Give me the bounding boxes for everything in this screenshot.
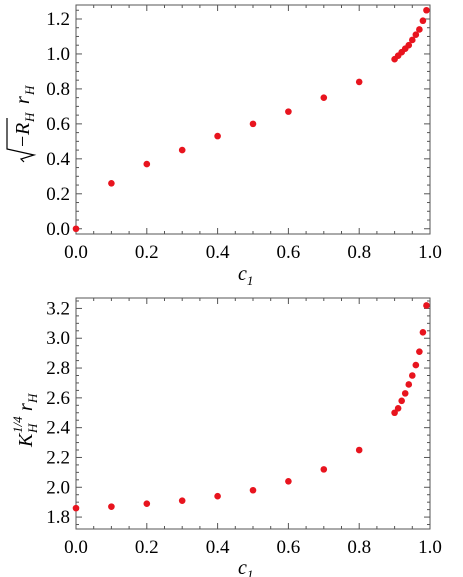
ticks-top: 0.0 0.2 0.4 0.6 0.8 1.0 0.0 0.2 0.4 0.6 0.8 1.0 1.2 bbox=[46, 5, 442, 263]
data-point bbox=[423, 302, 430, 309]
y-tick-label-bottom: 2.2 bbox=[46, 447, 70, 468]
data-point bbox=[398, 397, 405, 405]
x-tick-label-bottom: 0.8 bbox=[347, 537, 371, 558]
x-tick-label-top: 0.8 bbox=[347, 242, 371, 263]
x-axis-label-top: c1 bbox=[238, 263, 253, 288]
data-point bbox=[355, 446, 363, 454]
x-tick-label-bottom: 0.4 bbox=[206, 537, 230, 558]
data-point bbox=[285, 108, 292, 115]
data-point bbox=[320, 466, 328, 473]
data-point bbox=[108, 180, 115, 187]
ticks-bottom: 0.0 0.2 0.4 0.6 0.8 1.0 1.8 2.0 2.2 2.4 2.6 2.8 3.0 3… bbox=[46, 298, 442, 558]
data-point bbox=[143, 500, 151, 507]
data-point bbox=[419, 328, 427, 336]
y-tick-label-top: 1.2 bbox=[46, 9, 70, 30]
x-tick-label-bottom: 0.6 bbox=[277, 537, 301, 558]
svg-text:H: H bbox=[25, 423, 40, 434]
data-point bbox=[178, 146, 186, 154]
data-point bbox=[285, 478, 292, 485]
y-tick-label-top: 0.4 bbox=[46, 149, 70, 170]
y-tick-label-bottom: 1.8 bbox=[46, 507, 70, 528]
plot-frame-top bbox=[75, 4, 431, 235]
chart-panel-top: 0.0 0.2 0.4 0.6 0.8 1.00.00.20.40.60.81.01.2 … bbox=[6, 4, 442, 288]
svg-text:1/4: 1/4 bbox=[10, 416, 25, 433]
points-bottom bbox=[72, 302, 430, 512]
x-tick-label-top: 1.0 bbox=[418, 242, 442, 263]
chart-panel-bottom: 0.0 0.2 0.4 0.6 0.8 1.0 1.8 2.0 2.2 2.4 2.6 2.8 3.0 3… bbox=[10, 297, 442, 577]
y-tick-label-bottom: 3.0 bbox=[46, 328, 70, 349]
data-point bbox=[108, 503, 115, 510]
data-point bbox=[320, 94, 328, 101]
y-axis-label-top: − R H r H bbox=[6, 85, 37, 163]
y-tick-label-top: 1.0 bbox=[46, 44, 70, 65]
x-tick-label-top: 0.2 bbox=[135, 242, 159, 263]
data-point bbox=[391, 409, 398, 417]
data-point bbox=[214, 492, 221, 500]
svg-text:r: r bbox=[15, 403, 37, 411]
y-tick-label-top: 0.8 bbox=[46, 79, 70, 100]
y-tick-label-bottom: 2.8 bbox=[46, 358, 70, 379]
data-point bbox=[394, 404, 402, 412]
data-point bbox=[143, 160, 151, 168]
svg-text:H: H bbox=[25, 393, 40, 404]
x-tick-label-bottom: 1.0 bbox=[418, 537, 442, 558]
x-tick-label-top: 0.0 bbox=[64, 242, 88, 263]
x-tick-label-bottom: 0.2 bbox=[135, 537, 159, 558]
data-point bbox=[401, 390, 409, 397]
data-point bbox=[409, 372, 416, 379]
svg-text:−: − bbox=[12, 136, 34, 147]
svg-text:r: r bbox=[12, 96, 34, 104]
data-point bbox=[405, 41, 413, 49]
data-point bbox=[178, 497, 186, 504]
svg-text:K: K bbox=[15, 432, 37, 448]
data-point bbox=[214, 132, 221, 140]
x-tick-label-top: 0.4 bbox=[206, 242, 230, 263]
points-top bbox=[72, 6, 430, 233]
data-point bbox=[249, 120, 257, 128]
plot-frame-bottom bbox=[75, 297, 431, 530]
y-tick-label-bottom: 2.6 bbox=[46, 388, 70, 409]
svg-text:R: R bbox=[12, 123, 34, 136]
data-point bbox=[412, 361, 420, 369]
x-tick-label-top: 0.6 bbox=[277, 242, 301, 263]
y-tick-label-bottom: 3.2 bbox=[46, 298, 70, 319]
data-point bbox=[423, 6, 430, 14]
data-point bbox=[416, 26, 423, 33]
data-point bbox=[355, 78, 363, 86]
x-tick-label-bottom: 0.0 bbox=[64, 537, 88, 558]
data-point bbox=[419, 17, 427, 25]
svg-text:H: H bbox=[22, 112, 37, 123]
data-point bbox=[249, 486, 257, 494]
y-tick-label-top: 0.6 bbox=[46, 114, 70, 135]
y-tick-label-top: 0.0 bbox=[46, 219, 70, 240]
data-point bbox=[72, 504, 80, 512]
data-point bbox=[416, 348, 423, 355]
data-point bbox=[412, 31, 420, 39]
y-tick-label-bottom: 2.0 bbox=[46, 477, 70, 498]
y-tick-label-bottom: 2.4 bbox=[46, 418, 70, 439]
data-point bbox=[409, 36, 416, 44]
data-point bbox=[72, 225, 80, 233]
data-point bbox=[405, 381, 413, 388]
svg-text:H: H bbox=[22, 85, 37, 96]
x-axis-label-bottom: c1 bbox=[238, 557, 253, 577]
y-tick-label-top: 0.2 bbox=[46, 184, 70, 205]
y-axis-label-bottom: K 1/4 H r H bbox=[10, 393, 40, 448]
